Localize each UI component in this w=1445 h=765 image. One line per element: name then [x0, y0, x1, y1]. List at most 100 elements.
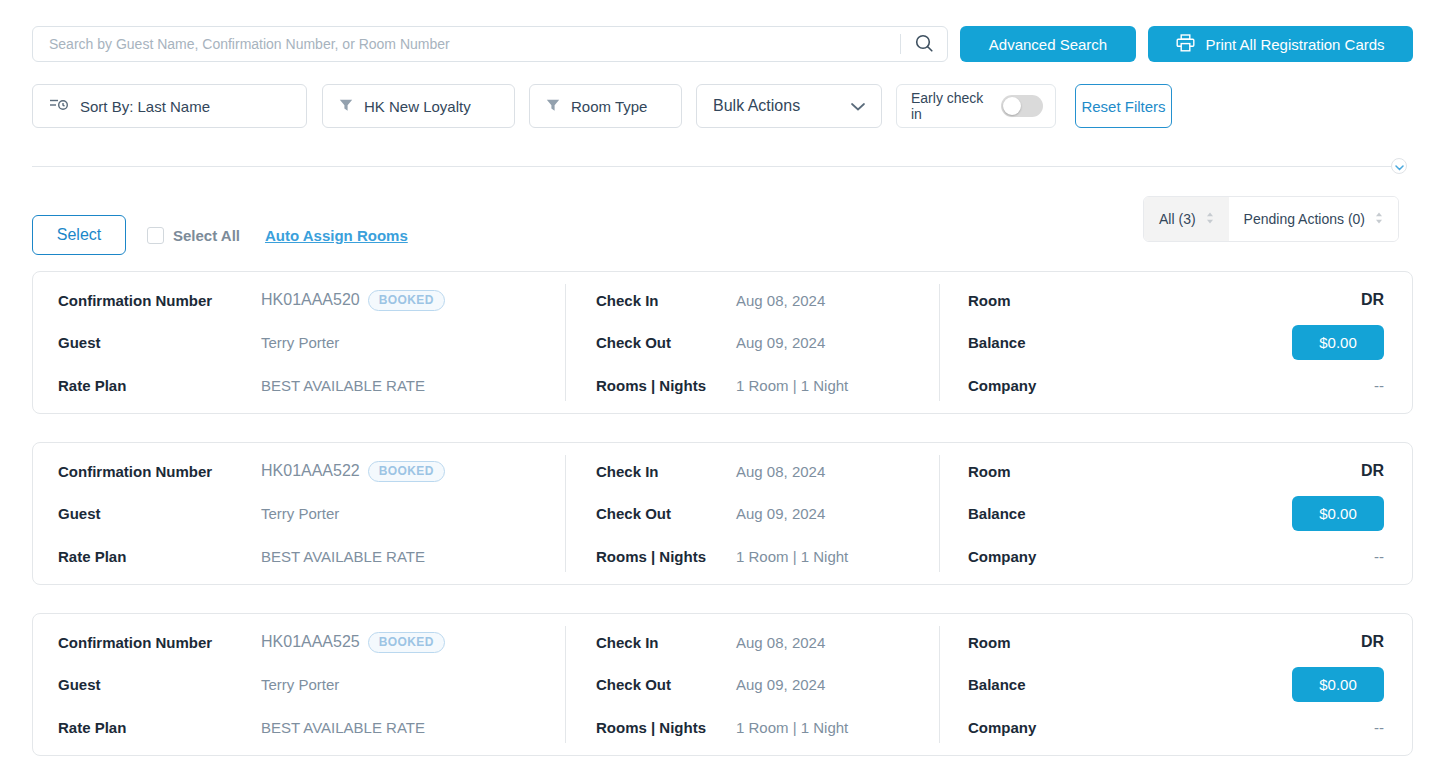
early-check-in-label: Early check in [911, 90, 990, 122]
card-stay-column: Check In Aug 08, 2024 Check Out Aug 09, … [565, 272, 939, 413]
check-out-value: Aug 09, 2024 [736, 676, 825, 693]
hk-loyalty-label: HK New Loyalty [364, 98, 471, 115]
search-icon [914, 33, 934, 56]
card-room-column: Room DR Balance $0.00 Company -- [939, 272, 1412, 413]
guest-value: Terry Porter [261, 505, 339, 522]
card-guest-column: Confirmation Number HK01AAA520 BOOKED Gu… [33, 272, 565, 413]
company-label: Company [968, 548, 1036, 565]
search-toolbar: Advanced Search Print All Registration C… [32, 26, 1413, 62]
search-input[interactable] [33, 36, 900, 52]
rate-plan-label: Rate Plan [58, 377, 261, 394]
rate-plan-value: BEST AVAILABLE RATE [261, 719, 425, 736]
advanced-search-button[interactable]: Advanced Search [960, 26, 1136, 62]
sorter-icon [1206, 211, 1214, 227]
company-value: -- [1374, 719, 1384, 736]
card-divider [565, 626, 566, 743]
room-label: Room [968, 463, 1011, 480]
rooms-nights-label: Rooms | Nights [596, 719, 736, 736]
status-badge: BOOKED [368, 461, 445, 482]
reservation-card: Confirmation Number HK01AAA522 BOOKED Gu… [32, 442, 1413, 585]
check-in-value: Aug 08, 2024 [736, 634, 825, 651]
chevron-down-icon [851, 97, 865, 115]
confirmation-number-value: HK01AAA522 [261, 462, 360, 480]
rate-plan-value: BEST AVAILABLE RATE [261, 377, 425, 394]
reservations-page: Advanced Search Print All Registration C… [0, 0, 1445, 756]
card-divider [565, 455, 566, 572]
confirmation-number-label: Confirmation Number [58, 634, 261, 651]
funnel-icon [546, 98, 560, 115]
sort-by-label: Sort By: Last Name [80, 98, 210, 115]
balance-label: Balance [968, 505, 1026, 522]
select-all-checkbox[interactable] [147, 227, 164, 244]
card-stay-column: Check In Aug 08, 2024 Check Out Aug 09, … [565, 614, 939, 755]
card-guest-column: Confirmation Number HK01AAA522 BOOKED Gu… [33, 443, 565, 584]
balance-label: Balance [968, 676, 1026, 693]
reset-filters-button[interactable]: Reset Filters [1075, 84, 1172, 128]
confirmation-number-value: HK01AAA525 [261, 633, 360, 651]
select-all-label: Select All [173, 227, 240, 244]
check-out-label: Check Out [596, 334, 736, 351]
rate-plan-value: BEST AVAILABLE RATE [261, 548, 425, 565]
tab-pending-actions-label: Pending Actions (0) [1244, 211, 1365, 227]
guest-value: Terry Porter [261, 676, 339, 693]
check-in-value: Aug 08, 2024 [736, 463, 825, 480]
room-value: DR [1361, 291, 1384, 309]
rooms-nights-label: Rooms | Nights [596, 377, 736, 394]
early-check-in-toggle[interactable] [1001, 95, 1043, 117]
funnel-icon [339, 98, 353, 115]
rooms-nights-label: Rooms | Nights [596, 548, 736, 565]
company-value: -- [1374, 377, 1384, 394]
filter-bar: Sort By: Last Name HK New Loyalty Room T… [32, 84, 1413, 128]
card-stay-column: Check In Aug 08, 2024 Check Out Aug 09, … [565, 443, 939, 584]
search-box [32, 26, 948, 62]
rate-plan-label: Rate Plan [58, 719, 261, 736]
balance-button[interactable]: $0.00 [1292, 667, 1384, 702]
guest-label: Guest [58, 505, 261, 522]
card-divider [939, 455, 940, 572]
confirmation-number-label: Confirmation Number [58, 463, 261, 480]
printer-icon [1176, 34, 1195, 55]
guest-value: Terry Porter [261, 334, 339, 351]
list-actions-row: Select Select All Auto Assign Rooms All … [32, 196, 1413, 255]
select-all-control[interactable]: Select All [147, 227, 240, 244]
balance-label: Balance [968, 334, 1026, 351]
check-in-label: Check In [596, 463, 736, 480]
tab-group: All (3) Pending Actions (0) [1143, 196, 1399, 242]
check-out-value: Aug 09, 2024 [736, 334, 825, 351]
auto-assign-rooms-link[interactable]: Auto Assign Rooms [265, 227, 408, 244]
card-room-column: Room DR Balance $0.00 Company -- [939, 614, 1412, 755]
company-label: Company [968, 719, 1036, 736]
balance-button[interactable]: $0.00 [1292, 496, 1384, 531]
room-value: DR [1361, 633, 1384, 651]
guest-label: Guest [58, 334, 261, 351]
room-label: Room [968, 634, 1011, 651]
check-out-label: Check Out [596, 676, 736, 693]
sort-by-dropdown[interactable]: Sort By: Last Name [32, 84, 307, 128]
card-divider [939, 626, 940, 743]
hk-loyalty-filter[interactable]: HK New Loyalty [322, 84, 515, 128]
balance-button[interactable]: $0.00 [1292, 325, 1384, 360]
bulk-actions-dropdown[interactable]: Bulk Actions [696, 84, 882, 128]
sort-icon [49, 97, 69, 116]
check-out-value: Aug 09, 2024 [736, 505, 825, 522]
search-button[interactable] [901, 27, 947, 61]
tab-pending-actions[interactable]: Pending Actions (0) [1229, 197, 1398, 241]
card-divider [939, 284, 940, 401]
check-in-label: Check In [596, 292, 736, 309]
room-value: DR [1361, 462, 1384, 480]
room-type-label: Room Type [571, 98, 647, 115]
tab-all[interactable]: All (3) [1144, 197, 1229, 241]
status-badge: BOOKED [368, 290, 445, 311]
filters-collapse-divider [32, 166, 1399, 167]
print-all-label: Print All Registration Cards [1205, 36, 1384, 53]
rooms-nights-value: 1 Room | 1 Night [736, 377, 848, 394]
room-label: Room [968, 292, 1011, 309]
select-button[interactable]: Select [32, 215, 126, 255]
room-type-filter[interactable]: Room Type [529, 84, 682, 128]
collapse-filters-button[interactable] [1391, 158, 1407, 174]
tab-all-label: All (3) [1159, 211, 1196, 227]
company-label: Company [968, 377, 1036, 394]
bulk-actions-label: Bulk Actions [713, 97, 800, 115]
rate-plan-label: Rate Plan [58, 548, 261, 565]
print-all-registration-cards-button[interactable]: Print All Registration Cards [1148, 26, 1413, 62]
